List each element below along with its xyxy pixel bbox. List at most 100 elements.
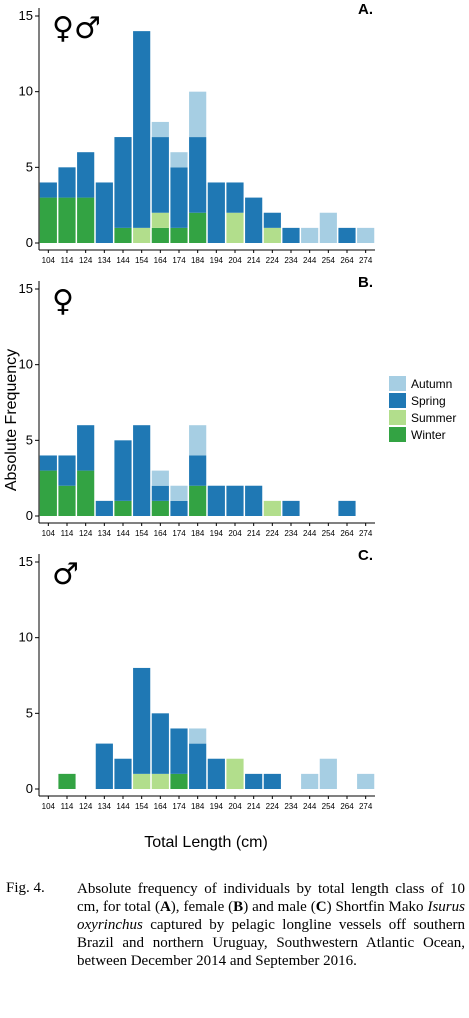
caption-panel-ref-c: C [315, 899, 327, 915]
bar-spring-114 [58, 167, 76, 198]
bar-winter-184 [189, 485, 207, 516]
x-tick-label: 204 [228, 529, 242, 538]
sex-symbol-icon: ♂ [52, 557, 79, 592]
bar-winter-174 [170, 227, 188, 243]
x-tick-label: 174 [172, 256, 186, 265]
y-tick-label: 10 [19, 357, 33, 372]
bar-spring-234 [282, 227, 300, 243]
bar-spring-204 [226, 182, 244, 213]
bar-spring-114 [58, 455, 76, 486]
bar-summer-224 [263, 227, 281, 243]
x-tick-label: 104 [42, 529, 56, 538]
bar-spring-174 [170, 728, 188, 774]
x-tick-label: 274 [359, 529, 373, 538]
x-tick-label: 124 [79, 529, 93, 538]
bar-spring-234 [282, 500, 300, 516]
x-tick-label: 164 [154, 529, 168, 538]
x-tick-label: 184 [191, 529, 205, 538]
bar-spring-164 [151, 137, 169, 213]
x-tick-label: 234 [284, 256, 298, 265]
x-tick-label: 154 [135, 256, 149, 265]
x-tick-label: 274 [359, 256, 373, 265]
y-tick-label: 10 [19, 630, 33, 645]
bar-winter-124 [77, 197, 95, 243]
x-tick-label: 144 [116, 802, 130, 811]
bar-autumn-274 [357, 227, 375, 243]
bar-spring-134 [95, 743, 113, 789]
bar-autumn-184 [189, 91, 207, 138]
bar-spring-174 [170, 500, 188, 516]
x-tick-label: 134 [98, 256, 112, 265]
bar-summer-204 [226, 212, 244, 243]
x-tick-label: 224 [266, 256, 280, 265]
bar-spring-214 [245, 197, 263, 243]
x-tick-label: 184 [191, 256, 205, 265]
bar-spring-134 [95, 500, 113, 516]
bar-spring-104 [39, 182, 57, 198]
x-tick-label: 134 [98, 802, 112, 811]
bar-summer-154 [133, 227, 151, 243]
panel-a: 0 5 10 15 104 114 124 134 144 154 164 174 184 194 204 2… [19, 1, 375, 265]
x-tick-label: 274 [359, 802, 373, 811]
x-tick-label: 254 [322, 256, 336, 265]
bar-summer-224 [263, 500, 281, 516]
x-tick-label: 104 [42, 256, 56, 265]
bar-autumn-274 [357, 773, 375, 789]
caption-text-part: ) Shortfin Mako [326, 899, 428, 915]
bar-autumn-164 [151, 470, 169, 486]
x-tick-label: 164 [154, 256, 168, 265]
bar-spring-154 [133, 31, 151, 228]
legend-label-summer: Summer [411, 411, 456, 425]
x-tick-label: 104 [42, 802, 56, 811]
x-tick-label: 204 [228, 256, 242, 265]
caption-text-part: ) and male ( [243, 899, 316, 915]
bar-autumn-174 [170, 152, 188, 168]
bar-winter-144 [114, 500, 132, 516]
bar-winter-174 [170, 773, 188, 789]
y-axis-title: Absolute Frequency [3, 349, 20, 491]
caption-panel-ref-a: A [159, 899, 171, 915]
panel-tag: A. [358, 1, 373, 18]
x-tick-label: 224 [266, 529, 280, 538]
bar-summer-164 [151, 773, 169, 789]
x-tick-label: 194 [210, 802, 224, 811]
y-tick-label: 5 [26, 432, 33, 447]
bar-spring-104 [39, 455, 57, 471]
bar-spring-184 [189, 455, 207, 486]
x-tick-label: 214 [247, 529, 261, 538]
bar-autumn-254 [319, 212, 337, 243]
x-tick-label: 114 [61, 529, 74, 538]
bar-winter-164 [151, 227, 169, 243]
chart-panels: 0 5 10 15 104 114 124 134 144 154 164 174 184 194 204 2… [19, 1, 375, 811]
caption-species-name: Isurus oxyrinchus [77, 899, 465, 933]
caption-text-part: ), female ( [170, 899, 234, 915]
bar-spring-214 [245, 773, 263, 789]
x-tick-label: 204 [228, 802, 242, 811]
x-tick-label: 164 [154, 802, 168, 811]
panel-tag: C. [358, 547, 373, 564]
bar-spring-194 [207, 758, 225, 789]
x-tick-label: 144 [116, 529, 130, 538]
bar-spring-184 [189, 137, 207, 213]
x-tick-label: 154 [135, 529, 149, 538]
legend-swatch-spring [389, 393, 406, 408]
bar-spring-144 [114, 758, 132, 789]
bar-winter-114 [58, 485, 76, 516]
bar-winter-184 [189, 212, 207, 243]
caption-label: Fig. 4. [6, 880, 45, 896]
bar-spring-144 [114, 440, 132, 501]
panel-c: 0 5 10 15 104 114 124 134 144 154 164 174 184 194 204 2… [19, 547, 375, 811]
legend-swatch-summer [389, 410, 406, 425]
x-tick-label: 134 [98, 529, 112, 538]
x-tick-label: 264 [340, 802, 354, 811]
x-tick-label: 254 [322, 529, 336, 538]
x-tick-label: 124 [79, 802, 93, 811]
x-tick-label: 114 [61, 802, 74, 811]
bar-spring-124 [77, 152, 95, 198]
bar-summer-154 [133, 773, 151, 789]
x-tick-label: 174 [172, 802, 186, 811]
caption-text-part: Absolute frequency of individuals by tot… [77, 881, 465, 915]
sex-symbol-icon: ♀ [52, 284, 74, 319]
bar-spring-194 [207, 182, 225, 243]
bar-spring-154 [133, 667, 151, 774]
